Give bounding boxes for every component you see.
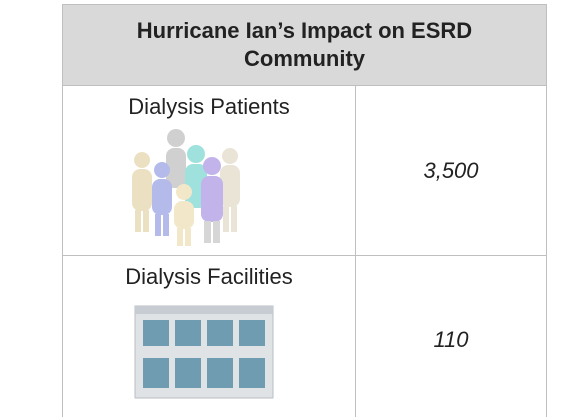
value-cell: 110 <box>355 255 547 417</box>
people-icon <box>118 126 258 248</box>
row-label: Dialysis Facilities <box>63 264 355 290</box>
label-cell: Dialysis Patients <box>62 85 356 256</box>
value-cell: 3,500 <box>355 85 547 256</box>
page: Hurricane Ian’s Impact on ESRD Community… <box>0 0 566 417</box>
row-label: Dialysis Patients <box>63 94 355 120</box>
building-icon <box>133 304 275 400</box>
table-title: Hurricane Ian’s Impact on ESRD Community <box>62 4 547 86</box>
label-cell: Dialysis Facilities <box>62 255 356 417</box>
